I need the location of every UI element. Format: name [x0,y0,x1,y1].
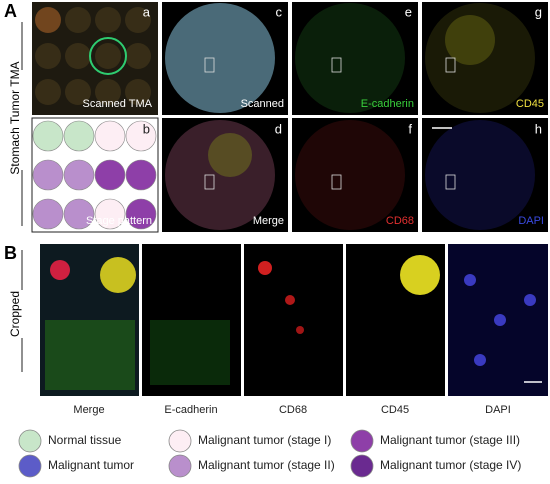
panel-letter: c [276,4,283,19]
crop-caption: DAPI [485,404,511,416]
panel-letter: h [535,121,542,136]
legend-label: Malignant tumor [48,458,134,472]
row-label: Stomach Tumor TMA [8,61,22,174]
panel-f: f CD68 [292,118,418,232]
legend-label: Malignant tumor (stage I) [198,433,331,447]
row-label: Cropped [8,291,22,337]
panel-caption: CD45 [516,98,544,110]
panel-g: g CD45 [422,2,548,115]
crop-caption: E-cadherin [164,404,217,416]
panel-letter: b [143,121,150,136]
legend-label: Malignant tumor (stage III) [380,433,520,447]
crop-panels [40,244,548,396]
panel-letter: f [408,121,412,136]
panel-caption: Scanned [241,98,284,110]
legend-label: Malignant tumor (stage II) [198,458,335,472]
panel-caption: DAPI [518,215,544,227]
panel-letter: a [143,4,151,19]
panel-d: d Merge [162,118,288,232]
panel-letter: g [535,4,542,19]
panel-a: a Scanned TMA [32,2,158,115]
legend-label: Normal tissue [48,433,122,447]
part-label: A [4,1,17,21]
panel-letter: e [405,4,412,19]
panel-caption: E-cadherin [361,98,414,110]
crop-caption: CD68 [279,404,307,416]
crop-caption: Merge [73,404,104,416]
legend-label: Malignant tumor (stage IV) [380,458,521,472]
panel-c: c Scanned [162,2,288,115]
legend [18,429,374,478]
panel-caption: Merge [253,215,284,227]
panel-h: h DAPI [422,118,548,232]
panel-caption: CD68 [386,215,414,227]
crop-caption: CD45 [381,404,409,416]
panel-caption: Stage pattern [86,215,152,227]
panel-b: b Stage pattern [31,117,159,233]
panel-caption: Scanned TMA [82,98,152,110]
panel-letter: d [275,121,282,136]
part-label: B [4,243,17,263]
panel-e: e E-cadherin [292,2,418,115]
